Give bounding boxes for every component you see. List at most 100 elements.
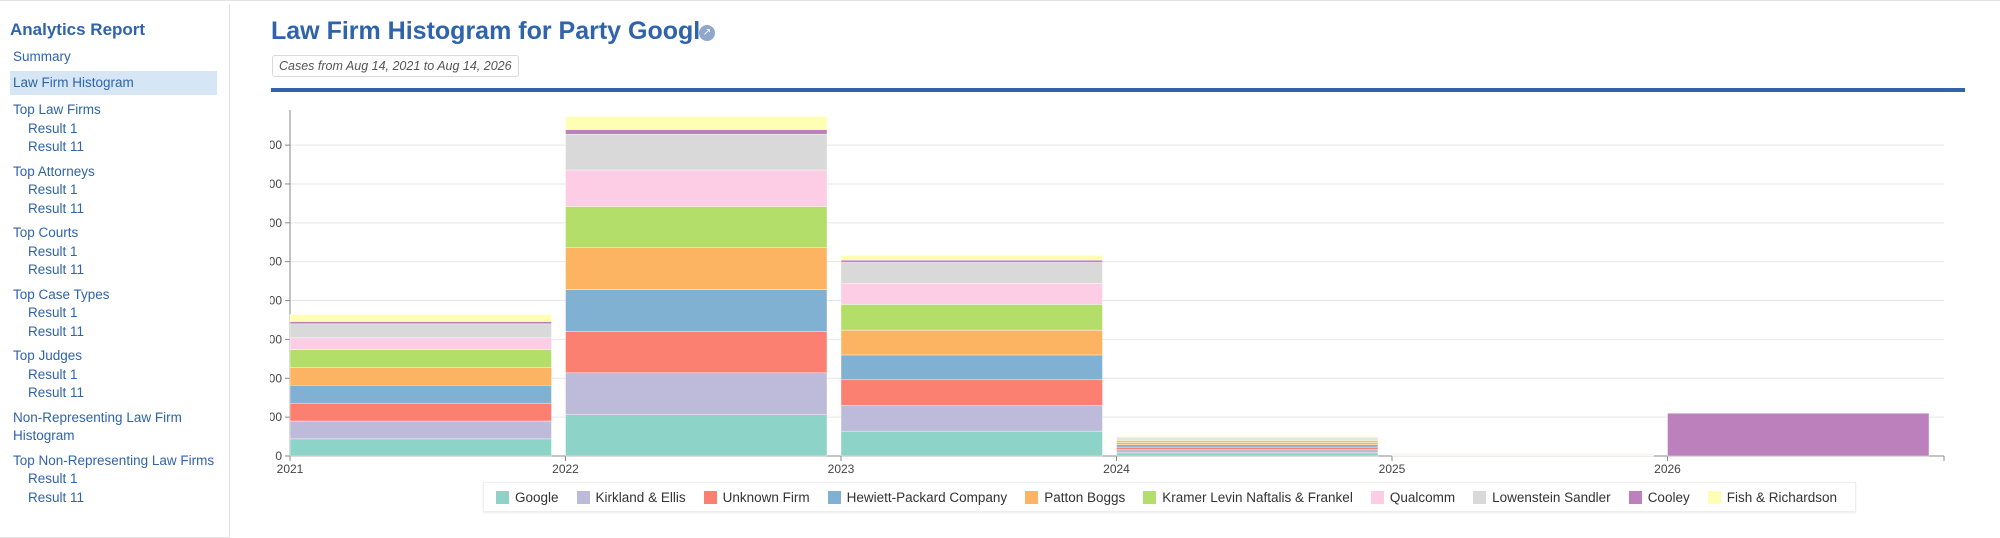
bar-segment[interactable] (290, 385, 552, 403)
legend-swatch (1371, 491, 1384, 504)
bar-segment[interactable] (1117, 453, 1379, 456)
sidebar-title: Analytics Report (10, 20, 145, 40)
sidebar-item-top-law-firms-result-1[interactable]: Result 1 (10, 120, 217, 139)
date-range-label: Cases from Aug 14, 2021 to Aug 14, 2026 (272, 55, 519, 77)
bar-segment[interactable] (1117, 442, 1379, 444)
sidebar-item-summary[interactable]: Summary (10, 48, 217, 67)
y-tick-label: 3500 (270, 177, 282, 191)
legend-item[interactable]: Kirkland & Ellis (577, 490, 686, 505)
legend-item[interactable]: Kramer Levin Naftalis & Frankel (1143, 490, 1353, 505)
y-tick-label: 1000 (270, 371, 282, 385)
bar-segment[interactable] (841, 304, 1103, 330)
sidebar-item-top-non-representing-result-1[interactable]: Result 1 (10, 470, 217, 489)
bar-segment[interactable] (841, 431, 1103, 456)
legend-item[interactable]: Lowenstein Sandler (1473, 490, 1611, 505)
legend-item[interactable]: Fish & Richardson (1708, 490, 1837, 505)
bar-segment[interactable] (290, 367, 552, 385)
bar-segment[interactable] (1117, 450, 1379, 453)
sidebar-item-top-judges[interactable]: Top Judges (10, 347, 217, 366)
bar-segment[interactable] (566, 415, 828, 456)
y-tick-label: 4000 (270, 138, 282, 152)
sidebar-item-top-judges-result-11[interactable]: Result 11 (10, 384, 217, 403)
bar-segment[interactable] (1117, 439, 1379, 441)
bar-segment[interactable] (290, 338, 552, 350)
bar-segment[interactable] (1392, 453, 1654, 454)
sidebar-item-top-case-types-result-1[interactable]: Result 1 (10, 304, 217, 323)
bar-segment[interactable] (290, 322, 552, 324)
legend-item[interactable]: Cooley (1629, 490, 1690, 505)
bar-segment[interactable] (1668, 413, 1930, 456)
bar-segment[interactable] (290, 439, 552, 456)
x-tick-label: 2023 (828, 462, 855, 476)
sidebar-item-top-law-firms-result-11[interactable]: Result 11 (10, 138, 217, 157)
legend-item[interactable]: Qualcomm (1371, 490, 1455, 505)
bar-segment[interactable] (566, 332, 828, 373)
sidebar-item-top-non-representing-result-11[interactable]: Result 11 (10, 489, 217, 508)
x-tick-label: 2022 (552, 462, 579, 476)
sidebar-item-top-courts[interactable]: Top Courts (10, 224, 217, 243)
bar-segment[interactable] (1117, 436, 1379, 437)
legend-item[interactable]: Google (496, 490, 559, 505)
bar-segment[interactable] (1117, 445, 1379, 447)
x-tick-label: 2021 (277, 462, 304, 476)
bar-segment[interactable] (841, 262, 1103, 283)
external-link-icon[interactable]: ↗ (699, 25, 715, 41)
sidebar-item-top-judges-result-1[interactable]: Result 1 (10, 366, 217, 385)
top-border (0, 0, 2000, 4)
sidebar-item-law-firm-histogram[interactable]: Law Firm Histogram (10, 71, 217, 96)
bar-segment[interactable] (566, 134, 828, 170)
legend-item[interactable]: Unknown Firm (704, 490, 810, 505)
sidebar-item-top-case-types-result-11[interactable]: Result 11 (10, 323, 217, 342)
bar-segment[interactable] (841, 283, 1103, 304)
legend-label: Kramer Levin Naftalis & Frankel (1162, 490, 1353, 505)
sidebar-item-top-case-types[interactable]: Top Case Types (10, 286, 217, 305)
sidebar-item-top-law-firms[interactable]: Top Law Firms (10, 101, 217, 120)
y-tick-label: 1500 (270, 332, 282, 346)
bar-segment[interactable] (290, 350, 552, 368)
bar-segment[interactable] (566, 170, 828, 207)
bar-segment[interactable] (566, 248, 828, 290)
legend-label: Kirkland & Ellis (596, 490, 686, 505)
bar-segment[interactable] (290, 315, 552, 322)
legend-label: Fish & Richardson (1727, 490, 1837, 505)
bar-segment[interactable] (841, 330, 1103, 355)
legend-label: Qualcomm (1390, 490, 1455, 505)
bar-segment[interactable] (566, 206, 828, 247)
bar-segment[interactable] (841, 380, 1103, 406)
bar-segment[interactable] (1117, 440, 1379, 442)
legend-swatch (577, 491, 590, 504)
sidebar-item-non-representing-law-firm-histogram[interactable]: Non-Representing Law Firm Histogram (10, 409, 217, 446)
legend-label: Hewiett-Packard Company (847, 490, 1008, 505)
chart-legend: Google Kirkland & Ellis Unknown Firm Hewiet… (483, 482, 1856, 512)
bar-segment[interactable] (841, 260, 1103, 262)
sidebar-item-top-attorneys-result-11[interactable]: Result 11 (10, 200, 217, 219)
legend-label: Lowenstein Sandler (1492, 490, 1611, 505)
bar-segment[interactable] (566, 290, 828, 332)
legend-item[interactable]: Hewiett-Packard Company (828, 490, 1008, 505)
sidebar-item-top-non-representing-law-firms[interactable]: Top Non-Representing Law Firms (10, 452, 217, 471)
legend-swatch (1708, 491, 1721, 504)
legend-label: Patton Boggs (1044, 490, 1125, 505)
law-firm-histogram-chart: 0500100015002000250030003500400020212022… (270, 108, 1950, 478)
bar-segment[interactable] (566, 116, 828, 129)
legend-swatch (828, 491, 841, 504)
bar-segment[interactable] (1117, 447, 1379, 450)
bar-segment[interactable] (290, 421, 552, 439)
sidebar-item-top-attorneys-result-1[interactable]: Result 1 (10, 181, 217, 200)
y-tick-label: 3000 (270, 216, 282, 230)
bar-segment[interactable] (566, 130, 828, 135)
sidebar-item-top-courts-result-11[interactable]: Result 11 (10, 261, 217, 280)
legend-label: Unknown Firm (723, 490, 810, 505)
bar-segment[interactable] (841, 355, 1103, 380)
legend-swatch (704, 491, 717, 504)
sidebar-item-top-courts-result-1[interactable]: Result 1 (10, 243, 217, 262)
page-title: Law Firm Histogram for Party Google (271, 17, 714, 46)
legend-label: Cooley (1648, 490, 1690, 505)
bar-segment[interactable] (841, 405, 1103, 431)
sidebar-item-top-attorneys[interactable]: Top Attorneys (10, 163, 217, 182)
bar-segment[interactable] (290, 403, 552, 421)
legend-item[interactable]: Patton Boggs (1025, 490, 1125, 505)
bar-segment[interactable] (841, 255, 1103, 260)
bar-segment[interactable] (566, 373, 828, 415)
bar-segment[interactable] (290, 324, 552, 338)
